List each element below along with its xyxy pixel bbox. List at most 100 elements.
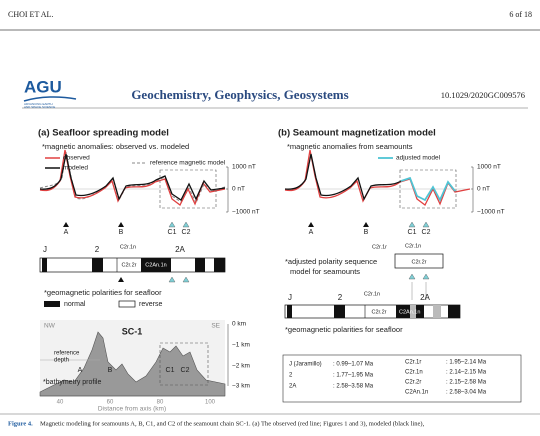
marker-label: B [108, 367, 113, 374]
marker-label: B [364, 229, 369, 236]
panel-note: model for seamounts [290, 267, 360, 276]
page-number: 6 of 18 [509, 10, 532, 19]
panel-note: *geomagnetic polarities for seafloor [285, 325, 403, 334]
curve [308, 222, 369, 227]
curve [168, 221, 190, 228]
legend-label: normal [64, 301, 86, 308]
legend-label: reference magnetic model [150, 160, 226, 167]
panel-title: (b) Seamount magnetization model [278, 128, 436, 139]
table-cell: 2 [289, 373, 293, 379]
axis-label: −2 km [232, 363, 250, 370]
marker-label: C2 [422, 229, 431, 236]
figure-shape [195, 258, 205, 272]
figure-shape [214, 258, 225, 272]
logo-swoosh [23, 96, 77, 102]
axis-label: 0 km [232, 321, 246, 328]
marker-label: C1 [168, 229, 177, 236]
figure-shape [448, 305, 460, 318]
legend-label: reverse [139, 301, 162, 308]
axis-title: Distance from axis (km) [98, 406, 166, 413]
table-cell: : 1.95–2.14 Ma [446, 360, 487, 366]
figure-shape [42, 258, 47, 272]
polarity-label: C2r.1n [405, 243, 421, 249]
legend-label: modeled [63, 165, 88, 172]
marker-label: A [64, 229, 69, 236]
figure-shape [433, 305, 441, 318]
figure-shape [410, 305, 416, 318]
panel-a-bathymetry [39, 320, 229, 397]
polarity-label: C2r.2r [122, 262, 137, 268]
table-cell: : 0.99–1.07 Ma [333, 362, 374, 368]
panel-b-polarity [284, 253, 461, 319]
x-tick-label: 100 [205, 400, 216, 406]
table-cell: : 2.58–3.58 Ma [333, 384, 374, 390]
polarity-label: C2r.1n [120, 244, 136, 250]
reference-label: reference [54, 351, 80, 357]
polarity-label: C2r.2r [412, 259, 427, 265]
polarity-label: J [43, 245, 47, 254]
x-tick-label: 40 [57, 400, 64, 406]
polarity-label: 2 [338, 293, 343, 302]
figure-shape [118, 300, 136, 308]
table-cell: 2A [289, 384, 296, 390]
logo: AGU [24, 77, 62, 96]
logo-tagline: ADVANCING EARTH [24, 102, 53, 106]
doi: 10.1029/2020GC009576 [441, 90, 525, 100]
panel-note: *magnetic anomalies: observed vs. modele… [42, 142, 189, 151]
table-cell: C2r.1r [405, 360, 421, 366]
chain-name: SC-1 [122, 326, 143, 336]
figure-shape [92, 258, 103, 272]
polarity-label: C2r.1r [372, 244, 387, 250]
direction: SE [211, 323, 220, 330]
panel-a-anomaly [39, 149, 229, 228]
marker-label: C2 [181, 367, 190, 374]
curve [284, 153, 402, 201]
curve [118, 277, 124, 282]
panel-note: *magnetic anomalies from seamounts [287, 142, 413, 151]
axis-label: 0 nT [232, 186, 245, 193]
x-tick-label: 60 [107, 400, 114, 406]
curve [39, 331, 226, 397]
axis-label: −1000 nT [232, 209, 260, 216]
table-cell: : 1.77–1.95 Ma [333, 373, 374, 379]
curve [63, 222, 124, 227]
table-cell: C2r.1n [405, 370, 423, 376]
table-cell: C2r.2r [405, 380, 421, 386]
figure-shape [394, 253, 444, 269]
table-cell: J (Jaramillo) [289, 362, 322, 368]
figure-shape [141, 258, 171, 272]
table-cell: : 2.58–3.04 Ma [446, 390, 487, 396]
curve [400, 176, 456, 203]
marker-label: A [78, 367, 83, 374]
ages-table-box [282, 354, 522, 403]
curve [408, 221, 430, 228]
panel-note: *geomagnetic polarities for seafloor [44, 288, 162, 297]
table-cell: : 2.14–2.15 Ma [446, 370, 487, 376]
marker-label: C1 [166, 367, 175, 374]
running-head: CHOI ET AL. [8, 10, 53, 19]
table-cell: : 2.15–2.58 Ma [446, 380, 487, 386]
figure-shape [399, 169, 457, 209]
polarity-label: C2An.1n [399, 309, 420, 315]
journal-title: Geochemistry, Geophysics, Geosystems [131, 87, 348, 102]
axis-label: 1000 nT [232, 164, 256, 171]
caption-label: Figure 4. [8, 420, 33, 427]
marker-label: A [309, 229, 314, 236]
direction: NW [44, 323, 56, 330]
panel-note: *adjusted polarity sequence [285, 257, 377, 266]
legend-label: adjusted model [396, 155, 441, 162]
marker-label: C1 [408, 229, 417, 236]
axis-label: 0 nT [477, 186, 490, 193]
table-cell: C2An.1n [405, 390, 428, 396]
marker-label: B [119, 229, 124, 236]
axis-label: −3 km [232, 383, 250, 390]
polarity-label: 2 [95, 245, 100, 254]
polarity-label: 2A [175, 245, 185, 254]
logo-tagline: AND SPACE SCIENCE [24, 105, 55, 109]
axis-label: −1 km [232, 342, 250, 349]
marker-label: C2 [182, 229, 191, 236]
caption-text: Magnetic modeling for seamounts A, B, C1… [40, 420, 425, 427]
